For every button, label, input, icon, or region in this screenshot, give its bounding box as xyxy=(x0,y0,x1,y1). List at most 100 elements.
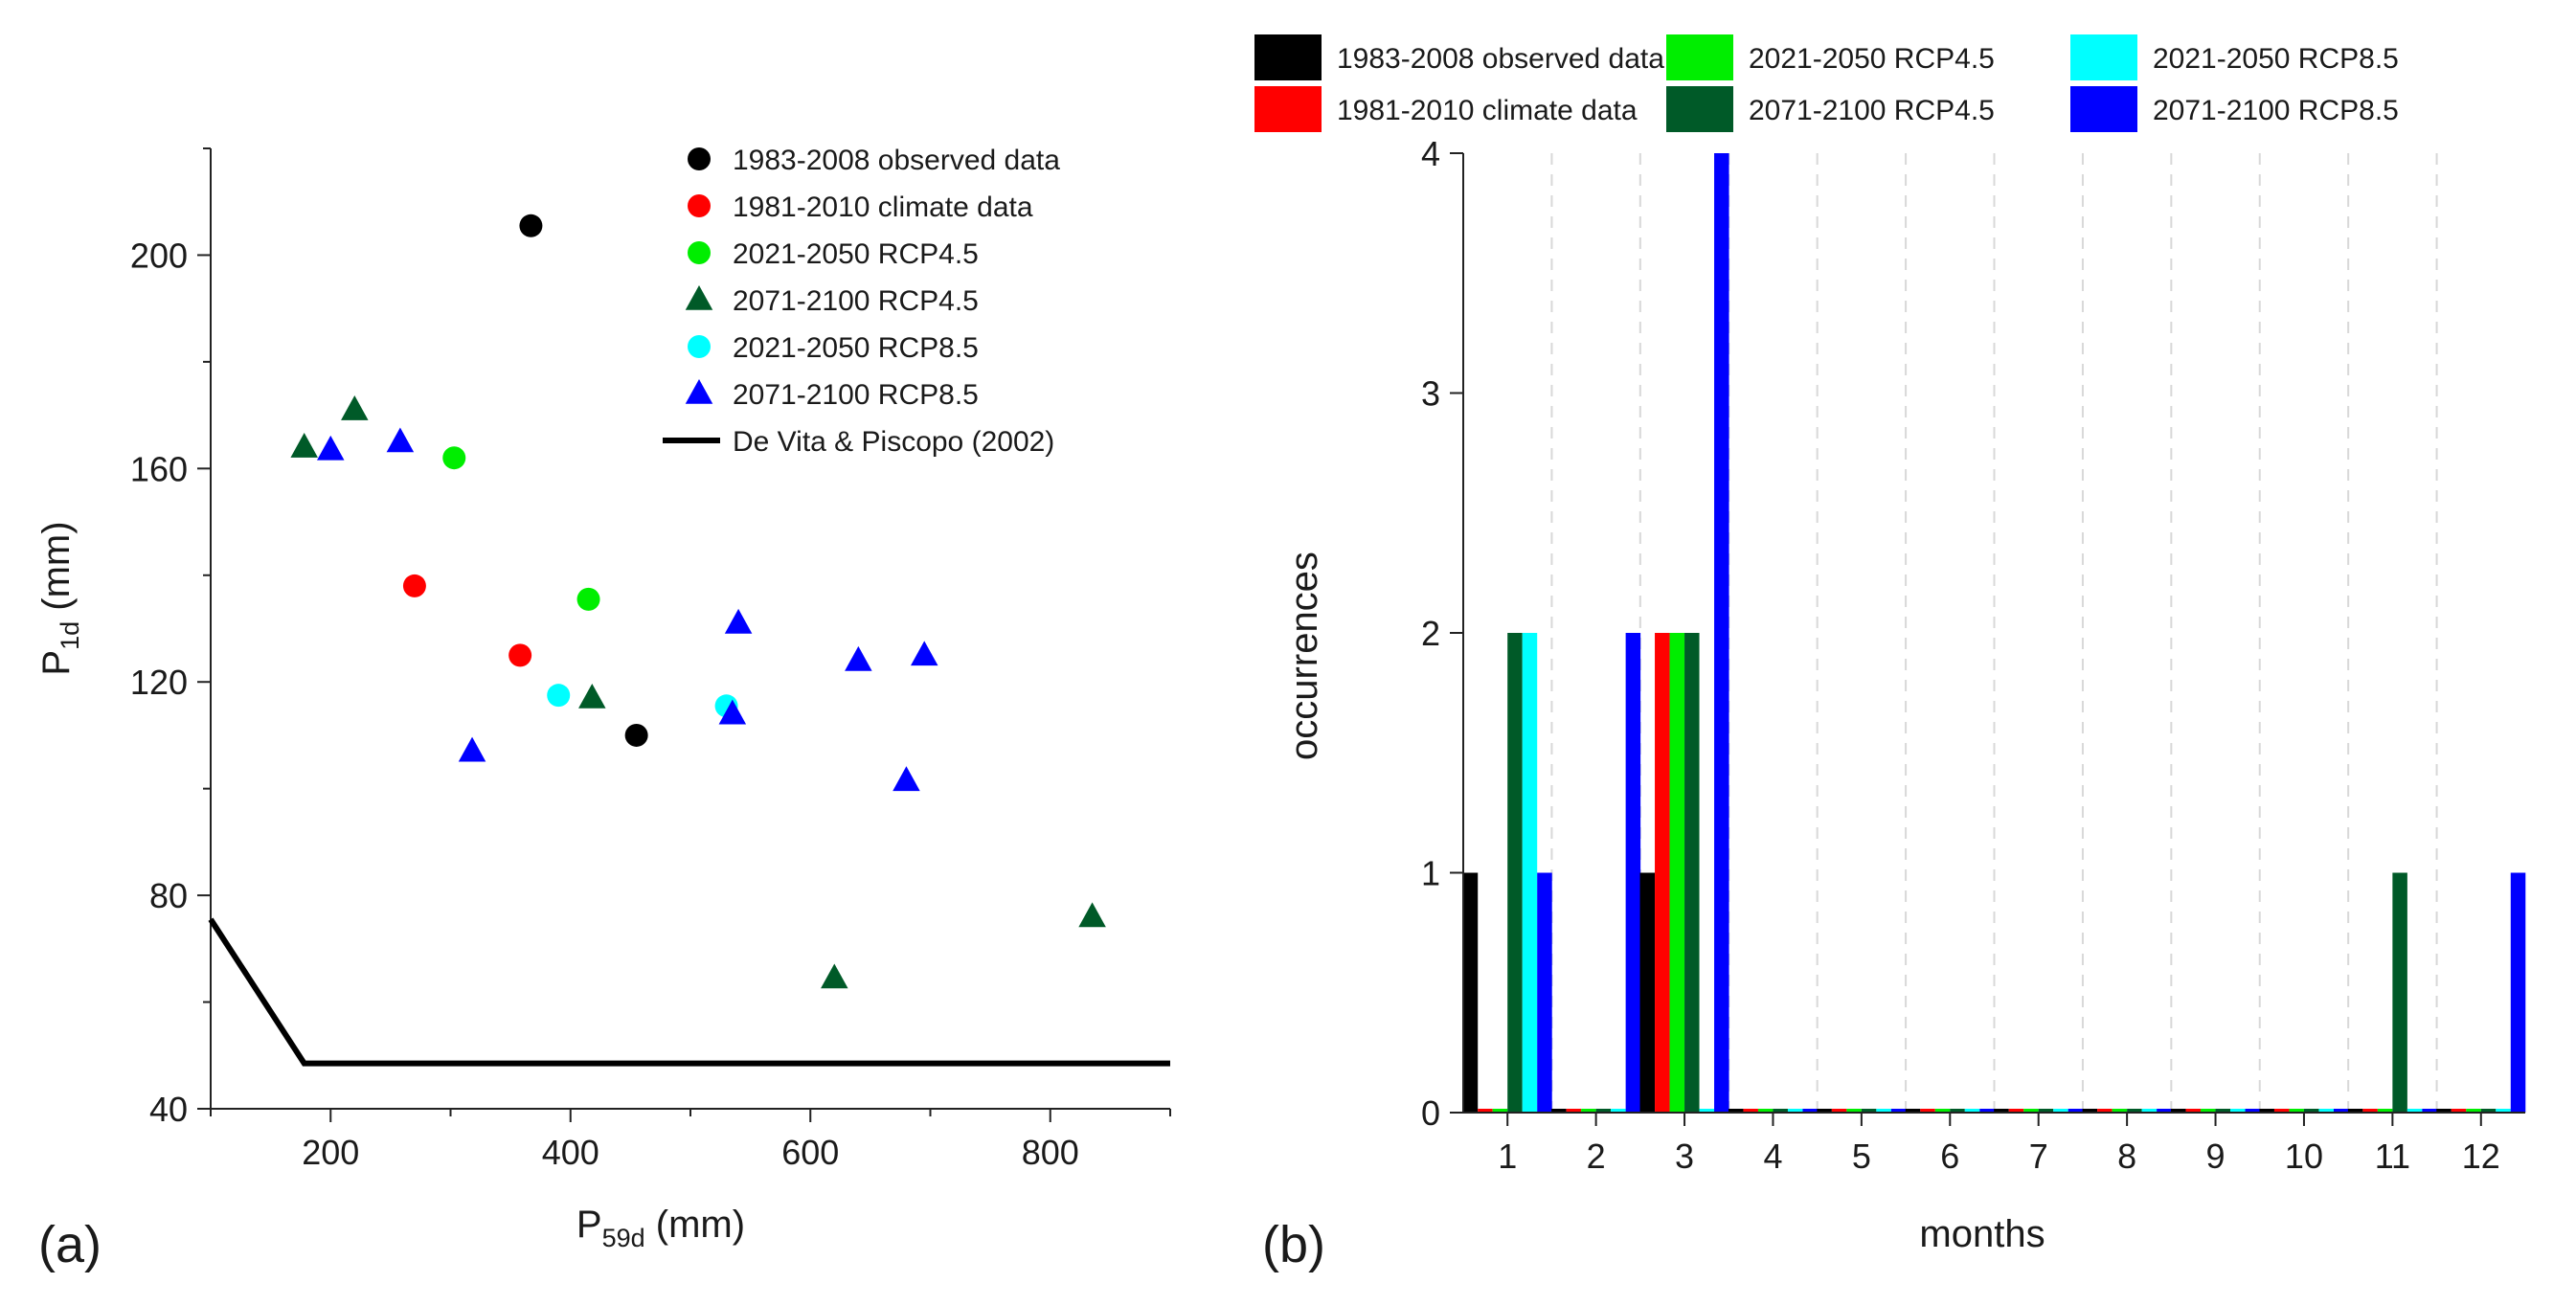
legend-marker-2021-2050-rcp8-5 xyxy=(688,335,711,358)
x-axis-title-a-unit: (mm) xyxy=(645,1204,745,1246)
x-tick-label-a: 800 xyxy=(1022,1133,1079,1172)
bar-marks xyxy=(1462,153,2526,1113)
y-tick-label-a: 200 xyxy=(130,236,188,275)
y-axis-title-b: occurrences xyxy=(1283,552,1325,760)
scatter-point-2071-2100-rcp4-5 xyxy=(1078,902,1106,928)
x-tick-label-b: 3 xyxy=(1675,1137,1694,1176)
y-axis-title-a-unit: (mm) xyxy=(35,521,78,620)
bar-axes xyxy=(1462,153,2525,1114)
legend-label-threshold-line: De Vita & Piscopo (2002) xyxy=(733,426,1054,458)
y-tick-label-a: 40 xyxy=(149,1090,188,1129)
panel-label-b: (b) xyxy=(1262,1216,1325,1273)
bar-2021-2050-rcp8-5-month-2 xyxy=(1611,1109,1626,1113)
scatter-panel-a: 40 80 120 160 200 200 400 600 800 1983-2008 obse… xyxy=(35,145,1171,1273)
bar-2071-2100-rcp4-5-month-6 xyxy=(1950,1109,1965,1113)
x-tick-label-b: 8 xyxy=(2117,1137,2136,1176)
bar-1983-2008-observed-data-month-8 xyxy=(2082,1109,2098,1113)
bar-1983-2008-observed-data-month-10 xyxy=(2259,1109,2274,1113)
bar-2021-2050-rcp4-5-month-10 xyxy=(2289,1109,2304,1113)
bar-2071-2100-rcp8-5-month-2 xyxy=(1625,633,1641,1113)
bar-2071-2100-rcp4-5-month-8 xyxy=(2127,1109,2142,1113)
legend-label-1983-2008-observed-data: 1983-2008 observed data xyxy=(733,145,1060,176)
legend-label-2071-2100-rcp8-5: 2071-2100 RCP8.5 xyxy=(733,379,979,411)
bar-1981-2010-climate-data-month-10 xyxy=(2273,1109,2290,1113)
bar-2021-2050-rcp4-5-month-11 xyxy=(2377,1109,2393,1113)
legend-label-2021-2050-rcp4-5: 2021-2050 RCP4.5 xyxy=(1749,43,1995,75)
bar-2021-2050-rcp4-5-month-8 xyxy=(2112,1109,2128,1113)
legend-label-2021-2050-rcp4-5: 2021-2050 RCP4.5 xyxy=(733,238,979,270)
bar-2021-2050-rcp8-5-month-8 xyxy=(2141,1109,2158,1113)
x-tick-label-a: 600 xyxy=(781,1133,839,1172)
bar-2071-2100-rcp8-5-month-6 xyxy=(1979,1109,1995,1113)
bar-2071-2100-rcp4-5-month-5 xyxy=(1861,1109,1877,1113)
bar-2021-2050-rcp4-5-month-1 xyxy=(1492,1109,1508,1113)
legend-marker-1981-2010-climate-data xyxy=(688,194,711,217)
bar-1981-2010-climate-data-month-3 xyxy=(1655,633,1670,1113)
bar-2021-2050-rcp4-5-month-5 xyxy=(1846,1109,1862,1113)
y-tick-label-a: 160 xyxy=(130,449,188,488)
y-tick-label-a: 120 xyxy=(130,663,188,702)
bar-2021-2050-rcp4-5-month-3 xyxy=(1669,633,1685,1113)
x-tick-label-a: 400 xyxy=(542,1133,599,1172)
legend-marker-2071-2100-rcp4-5 xyxy=(685,285,713,310)
bar-1981-2010-climate-data-month-7 xyxy=(2008,1109,2024,1113)
x-tick-label-b: 10 xyxy=(2285,1137,2323,1176)
scatter-point-2071-2100-rcp8-5 xyxy=(386,427,415,453)
bar-1981-2010-climate-data-month-8 xyxy=(2097,1109,2113,1113)
legend-swatch-2071-2100-rcp4-5 xyxy=(1666,86,1733,132)
y-tick-label-b: 3 xyxy=(1421,374,1440,414)
bar-2021-2050-rcp4-5-month-7 xyxy=(2023,1109,2039,1113)
bar-1983-2008-observed-data-month-5 xyxy=(1817,1109,1832,1113)
legend-marker-2071-2100-rcp8-5 xyxy=(685,379,713,404)
y-tick-label-a: 80 xyxy=(149,876,188,915)
bar-2021-2050-rcp8-5-month-3 xyxy=(1699,1109,1715,1113)
scatter-point-2021-2050-rcp8-5 xyxy=(547,684,571,708)
y-axis-title-a-sub: 1d xyxy=(56,621,84,650)
y-tick-label-b: 0 xyxy=(1421,1093,1440,1133)
bar-1981-2010-climate-data-month-11 xyxy=(2362,1109,2378,1113)
scatter-ticks: 40 80 120 160 200 200 400 600 800 xyxy=(130,147,1171,1172)
bar-1983-2008-observed-data-month-12 xyxy=(2436,1109,2452,1113)
panel-label-a: (a) xyxy=(38,1216,102,1273)
scatter-point-2071-2100-rcp8-5 xyxy=(893,766,920,792)
bar-2071-2100-rcp8-5-month-11 xyxy=(2422,1109,2437,1113)
x-tick-label-b: 2 xyxy=(1587,1137,1606,1176)
bar-2021-2050-rcp8-5-month-12 xyxy=(2496,1109,2511,1113)
x-tick-label-b: 5 xyxy=(1852,1137,1871,1176)
y-tick-label-b: 1 xyxy=(1421,854,1440,893)
scatter-point-2071-2100-rcp4-5 xyxy=(821,963,848,989)
x-tick-label-b: 11 xyxy=(2375,1137,2410,1176)
scatter-point-1981-2010-climate-data xyxy=(402,574,426,597)
x-axis-title-a-sub: 59d xyxy=(602,1224,645,1252)
bar-2071-2100-rcp8-5-month-4 xyxy=(1802,1109,1818,1113)
bar-2021-2050-rcp4-5-month-4 xyxy=(1757,1109,1774,1113)
threshold-line-group xyxy=(208,917,1170,1067)
bar-1981-2010-climate-data-month-1 xyxy=(1478,1109,1493,1113)
legend-label-2071-2100-rcp4-5: 2071-2100 RCP4.5 xyxy=(1749,95,1995,126)
x-axis-title-b: months xyxy=(1919,1213,2045,1255)
bar-2021-2050-rcp4-5-month-2 xyxy=(1581,1109,1596,1113)
x-tick-label-a: 200 xyxy=(302,1133,359,1172)
bar-1983-2008-observed-data-month-9 xyxy=(2171,1109,2186,1113)
x-tick-label-b: 6 xyxy=(1940,1137,1959,1176)
bar-2071-2100-rcp4-5-month-10 xyxy=(2303,1109,2319,1113)
bar-2021-2050-rcp8-5-month-4 xyxy=(1787,1109,1803,1113)
bar-2071-2100-rcp4-5-month-7 xyxy=(2038,1109,2054,1113)
scatter-point-2021-2050-rcp4-5 xyxy=(576,587,600,611)
bar-2071-2100-rcp8-5-month-8 xyxy=(2157,1109,2172,1113)
bar-2071-2100-rcp8-5-month-12 xyxy=(2510,872,2526,1113)
bar-2071-2100-rcp8-5-month-1 xyxy=(1537,872,1552,1113)
y-axis-title-a-main: P xyxy=(35,650,78,676)
bar-2071-2100-rcp4-5-month-1 xyxy=(1507,633,1523,1113)
bar-2021-2050-rcp4-5-month-9 xyxy=(2201,1109,2216,1113)
legend-label-1983-2008-observed-data: 1983-2008 observed data xyxy=(1337,43,1664,75)
scatter-point-2071-2100-rcp8-5 xyxy=(317,435,345,461)
bar-2071-2100-rcp4-5-month-12 xyxy=(2480,1109,2497,1113)
x-tick-label-b: 1 xyxy=(1498,1137,1517,1176)
y-tick-label-b: 2 xyxy=(1421,614,1440,653)
bar-1981-2010-climate-data-month-9 xyxy=(2185,1109,2202,1113)
legend-label-2071-2100-rcp4-5: 2071-2100 RCP4.5 xyxy=(733,285,979,317)
y-axis-title-a: P1d (mm) xyxy=(35,521,84,675)
scatter-points xyxy=(290,214,1106,989)
